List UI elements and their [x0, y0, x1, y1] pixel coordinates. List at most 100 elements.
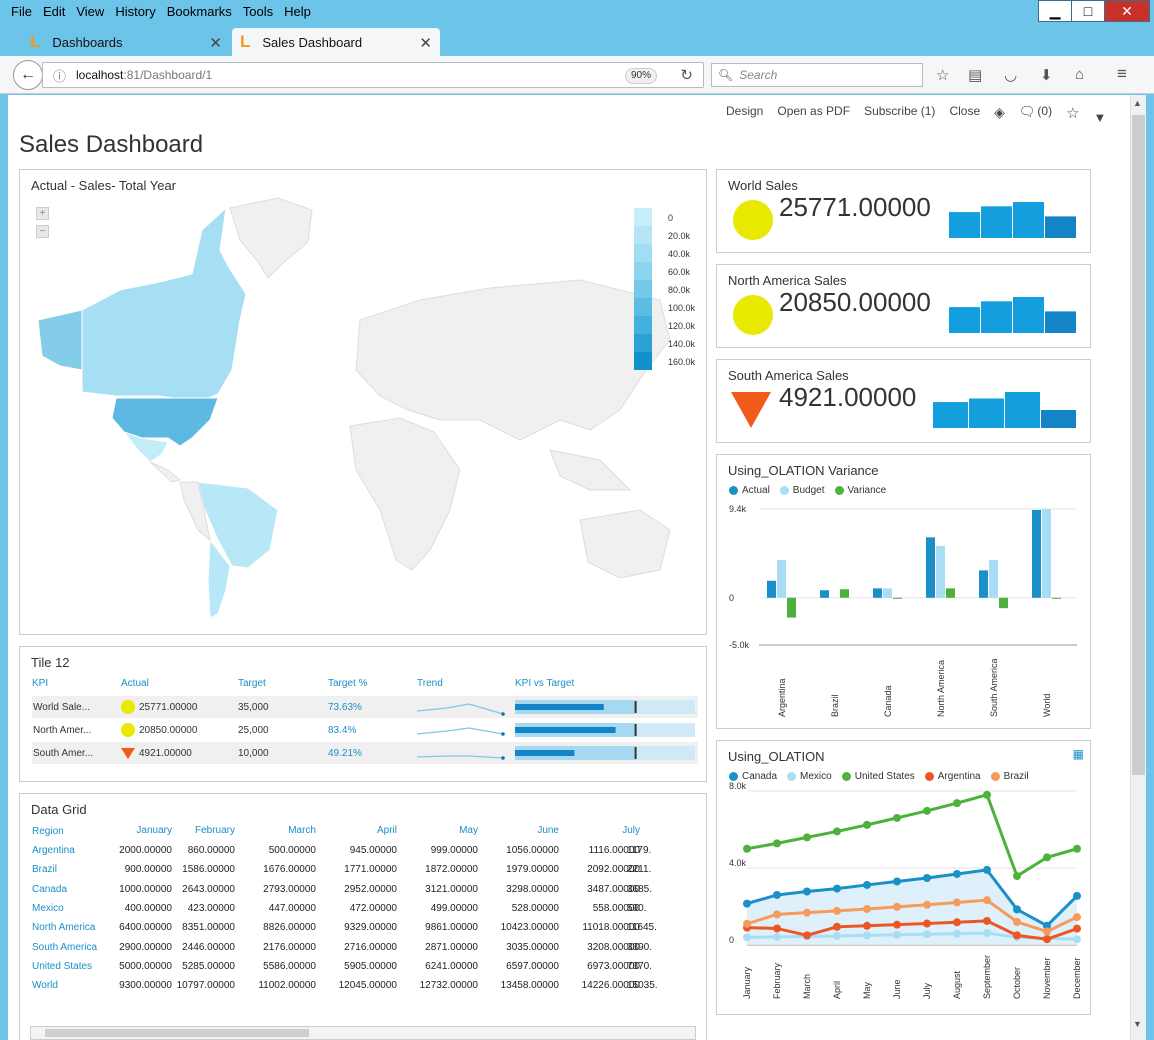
info-icon[interactable]: ⓘ — [53, 68, 67, 84]
col-header-kpi[interactable]: KPI — [32, 678, 49, 689]
search-input[interactable]: 🔍︎ Search — [711, 63, 923, 87]
grid-header-month[interactable]: April — [376, 825, 397, 836]
back-button[interactable]: ← — [13, 60, 43, 90]
menu-view[interactable]: View — [76, 4, 105, 19]
menu-file[interactable]: File — [11, 4, 32, 19]
menu-history[interactable]: History — [115, 4, 156, 19]
minimize-button[interactable]: ▁ — [1038, 0, 1072, 22]
y-tick-label: 4.0k — [729, 858, 747, 868]
menu-edit[interactable]: Edit — [42, 4, 66, 19]
close-link[interactable]: Close — [949, 104, 981, 118]
grid-region-cell[interactable]: Canada — [32, 883, 68, 895]
grid-header-month[interactable]: July — [622, 825, 640, 836]
comments-count[interactable]: (0) — [1037, 104, 1053, 118]
comment-icon[interactable]: 🗨︎ — [1018, 104, 1036, 119]
data-point — [773, 932, 781, 941]
reload-icon[interactable]: ↻ — [680, 67, 693, 84]
kpi-north-america-sales[interactable]: North America Sales 20850.00000 — [716, 264, 1091, 348]
grid-cell: 6241.00000 — [425, 960, 478, 972]
bar — [1042, 509, 1051, 598]
bullet-target-marker — [634, 701, 637, 713]
open-pdf-link[interactable]: Open as PDF — [777, 104, 851, 118]
data-point — [773, 924, 781, 933]
grid-header-month[interactable]: May — [459, 825, 478, 836]
home-icon[interactable]: ⌂ — [1075, 66, 1085, 83]
map-brazil — [197, 481, 279, 569]
kpi-world-sales[interactable]: World Sales 25771.00000 — [716, 169, 1091, 253]
grid-cell: 3487.00000 — [587, 883, 640, 895]
favorite-star-icon[interactable]: ☆ — [1066, 105, 1080, 122]
grid-header-month[interactable]: February — [194, 825, 235, 836]
col-header-target[interactable]: Target — [238, 678, 266, 689]
horizontal-scrollbar[interactable] — [30, 1026, 696, 1040]
grid-region-cell[interactable]: World — [32, 980, 58, 992]
grid-region-cell[interactable]: North America — [32, 922, 96, 934]
col-header-target-pct[interactable]: Target % — [328, 678, 368, 689]
data-point — [923, 806, 931, 815]
grid-header-month[interactable]: June — [537, 825, 559, 836]
data-point — [743, 899, 751, 908]
grid-view-icon[interactable]: ▦ — [1072, 747, 1084, 761]
grid-region-cell[interactable]: Brazil — [32, 864, 58, 876]
menu-bookmarks[interactable]: Bookmarks — [166, 4, 232, 19]
address-bar[interactable]: ⓘ localhost:81/Dashboard/1 90% ↻ — [42, 62, 704, 88]
close-tab-icon[interactable]: ✕ — [419, 35, 432, 52]
zoom-in-button[interactable]: + — [36, 207, 49, 220]
close-tab-icon[interactable]: ✕ — [209, 35, 222, 52]
grid-region-cell[interactable]: Mexico — [32, 902, 64, 914]
col-header-actual[interactable]: Actual — [121, 678, 149, 689]
trend-sparkline — [417, 727, 505, 736]
subscribe-link[interactable]: Subscribe (1) — [864, 104, 936, 118]
vertical-scrollbar[interactable]: ▲ ▼ — [1130, 95, 1146, 1040]
download-icon[interactable]: ⬇ — [1040, 67, 1053, 84]
tab-sales-dashboard[interactable]: L Sales Dashboard ✕ — [232, 28, 440, 56]
zoom-out-button[interactable]: − — [36, 225, 49, 238]
y-tick-label: 0 — [729, 935, 734, 945]
maximize-button[interactable]: □ — [1071, 0, 1105, 22]
kpi-south-america-sales[interactable]: South America Sales 4921.00000 — [716, 359, 1091, 443]
table-row[interactable]: World Sale... 25771.00000 35,000 73.63% — [32, 696, 698, 718]
scroll-up-icon[interactable]: ▲ — [1133, 98, 1142, 108]
menu-help[interactable]: Help — [284, 4, 311, 19]
legend-item: Actual — [729, 485, 770, 496]
zoom-level[interactable]: 90% — [624, 68, 657, 84]
spark-bar — [981, 301, 1012, 333]
variance-bar-chart[interactable]: 9.4k 0 -5.0k Argentina Brazil Canada North Ame… — [717, 455, 1092, 730]
legend-label: 80.0k — [668, 285, 691, 295]
legend-item: Canada — [729, 771, 777, 782]
table-row[interactable]: North Amer... 20850.00000 25,000 83.4% — [32, 719, 698, 741]
grid-region-cell[interactable]: Argentina — [32, 845, 75, 856]
grid-cell: 15035. — [627, 980, 658, 992]
layers-icon[interactable]: ◈ — [994, 104, 1005, 120]
kpi-sparkbars — [933, 392, 1076, 428]
grid-region-cell[interactable]: South America — [32, 941, 98, 953]
grid-header-month[interactable]: March — [288, 825, 316, 836]
close-window-button[interactable]: ✕ — [1104, 0, 1150, 22]
grid-cell: 13458.00000 — [500, 980, 559, 992]
pocket-icon[interactable]: ◡ — [1004, 67, 1018, 84]
bar — [926, 537, 935, 598]
grid-header-region[interactable]: Region — [32, 826, 64, 837]
scroll-down-icon[interactable]: ▼ — [1133, 1019, 1142, 1029]
map-argentina — [207, 538, 231, 619]
col-header-trend[interactable]: Trend — [417, 678, 443, 689]
grid-cell: 11002.00000 — [258, 980, 316, 992]
menu-tools[interactable]: Tools — [242, 4, 274, 19]
hamburger-menu-icon[interactable]: ≡ — [1117, 64, 1127, 83]
scroll-thumb[interactable] — [1132, 115, 1145, 775]
bookmark-star-icon[interactable]: ☆ — [936, 67, 950, 84]
grid-header-month[interactable]: January — [136, 825, 172, 836]
tab-dashboards[interactable]: L Dashboards ✕ — [22, 28, 230, 56]
kpi-value: 25771.00000 — [779, 192, 931, 222]
col-header-kpi-vs-target[interactable]: KPI vs Target — [515, 678, 575, 689]
table-row[interactable]: South Amer... 4921.00000 10,000 49.21% — [32, 742, 698, 764]
grid-region-cell[interactable]: United States — [32, 960, 93, 972]
line-chart[interactable]: 8.0k 4.0k 0 January February March April May Jun… — [717, 741, 1092, 1016]
world-map[interactable]: 0 20.0k 40.0k 60.0k 80.0k 100.0k 120.0k 140.0k 1… — [20, 170, 708, 636]
window-controls: ▁ □ ✕ — [1038, 0, 1150, 22]
design-link[interactable]: Design — [726, 104, 764, 118]
filter-icon[interactable]: ▼ — [1093, 110, 1107, 125]
reading-list-icon[interactable]: ▤ — [968, 67, 983, 84]
scroll-thumb[interactable] — [45, 1029, 309, 1037]
window-border — [1146, 95, 1154, 1040]
